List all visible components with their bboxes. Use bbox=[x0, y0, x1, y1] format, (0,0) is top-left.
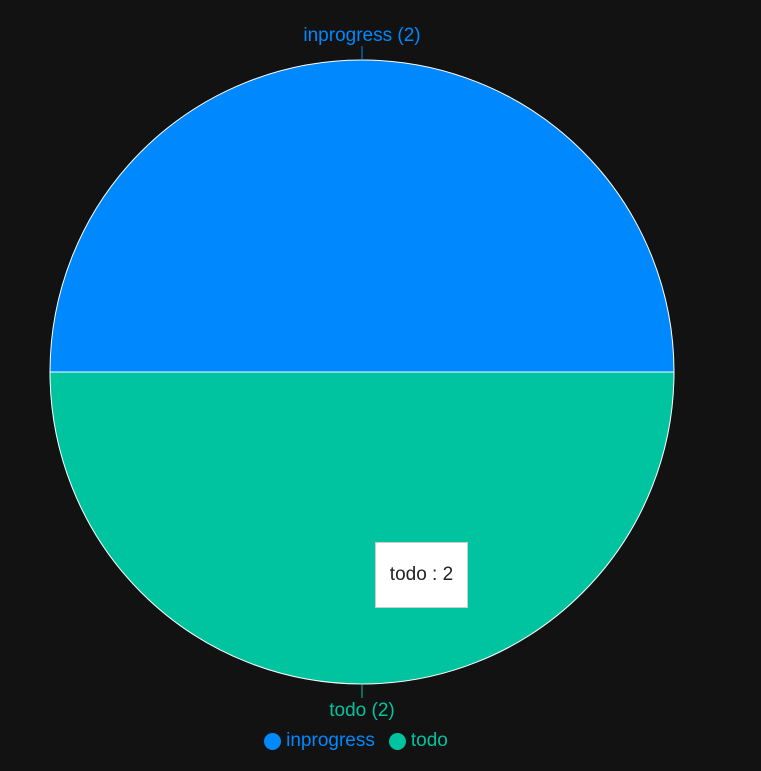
slice-label-todo: todo (2) bbox=[329, 700, 394, 721]
legend-label-todo: todo bbox=[410, 730, 448, 751]
slice-label-inprogress: inprogress (2) bbox=[303, 25, 420, 46]
pie-slice-labels: inprogress (2) todo (2) bbox=[303, 25, 420, 721]
tooltip-text: todo : 2 bbox=[389, 564, 454, 585]
pie-slices bbox=[49, 59, 675, 685]
chart-legend: inprogress todo bbox=[0, 730, 712, 752]
chart-tooltip: todo : 2 bbox=[375, 542, 468, 608]
pie-slice-inprogress[interactable] bbox=[49, 59, 675, 373]
legend-swatch-inprogress bbox=[264, 732, 282, 750]
legend-swatch-todo bbox=[388, 732, 406, 750]
legend-item-inprogress[interactable]: inprogress bbox=[264, 730, 375, 752]
legend-label-inprogress: inprogress bbox=[286, 730, 375, 751]
legend-item-todo[interactable]: todo bbox=[388, 730, 448, 752]
pie-slice-todo[interactable] bbox=[49, 371, 675, 685]
